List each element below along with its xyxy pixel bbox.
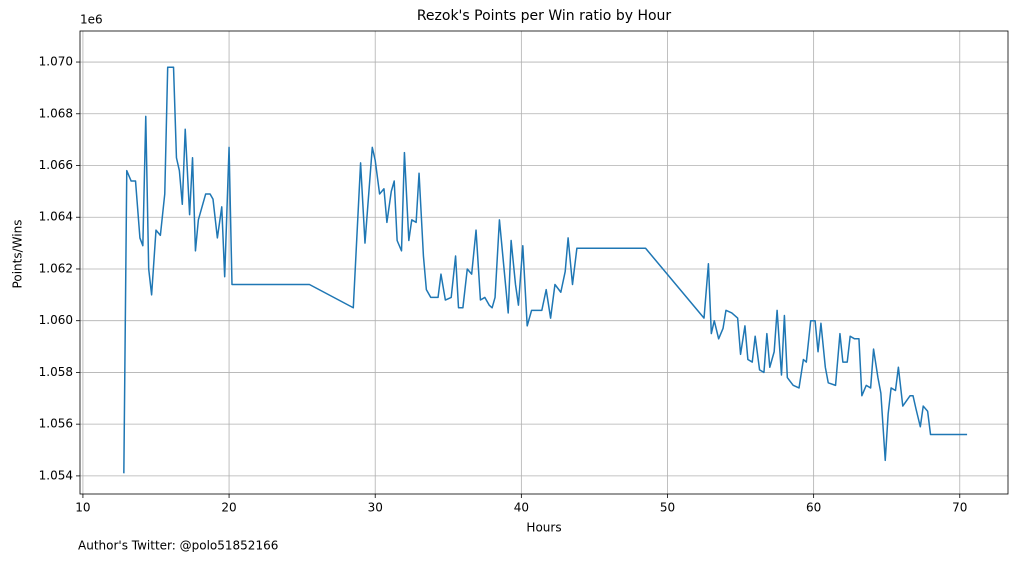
y-tick-label: 1.056 [39,417,73,431]
x-tick-label: 60 [806,501,821,515]
x-tick-label: 20 [221,501,236,515]
y-tick-label: 1.058 [39,365,73,379]
y-tick-label: 1.068 [39,106,73,120]
y-tick-label: 1.064 [39,210,73,224]
y-tick-label: 1.060 [39,313,73,327]
x-tick-label: 10 [75,501,90,515]
x-axis-label: Hours [526,521,561,535]
y-axis-label: Points/Wins [11,220,25,289]
data-line [123,66,968,474]
y-tick-label: 1.062 [39,261,73,275]
y-tick-label: 1.054 [39,468,73,482]
x-tick-label: 30 [368,501,383,515]
plot-frame [79,30,1009,495]
y-offset-label: 1e6 [80,13,103,27]
x-tick-label: 70 [952,501,967,515]
footnote: Author's Twitter: @polo51852166 [78,539,278,553]
chart-title: Rezok's Points per Win ratio by Hour [417,8,672,24]
x-tick-label: 50 [660,501,675,515]
y-tick-label: 1.070 [39,55,73,69]
y-tick-label: 1.066 [39,158,73,172]
x-tick-label: 40 [514,501,529,515]
